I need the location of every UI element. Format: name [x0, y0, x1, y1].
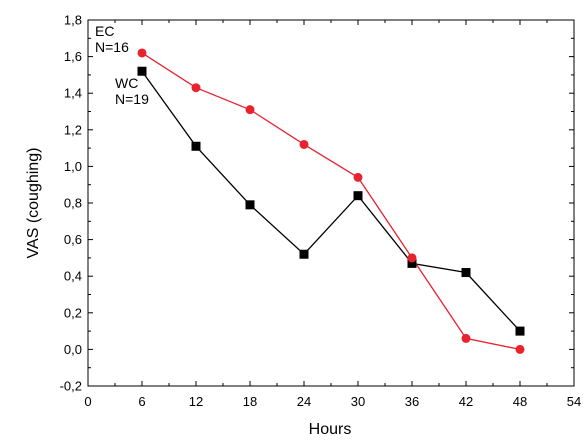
series-line-ec: [141, 52, 521, 351]
y-tick-label: 1,4: [64, 86, 82, 101]
data-point-wc: [461, 268, 471, 278]
y-tick-label: 0,4: [64, 269, 82, 284]
data-point-wc: [299, 249, 309, 259]
x-tick-label: 42: [459, 394, 473, 409]
y-tick-label: 0,2: [64, 305, 82, 320]
annotation-ec: N=16: [95, 39, 129, 55]
x-tick-label: 18: [243, 394, 257, 409]
y-tick-label: 1,6: [64, 49, 82, 64]
data-point-ec: [407, 253, 417, 263]
y-tick-label: 0,8: [64, 196, 82, 211]
data-point-ec: [515, 344, 525, 354]
annotation-ec: EC: [95, 23, 114, 39]
x-axis-title: Hours: [309, 421, 352, 438]
x-tick-label: 24: [297, 394, 311, 409]
data-point-ec: [299, 139, 309, 149]
data-point-ec: [191, 83, 201, 93]
data-point-wc: [353, 191, 363, 201]
plot-frame: [87, 19, 575, 387]
data-point-ec: [353, 172, 363, 182]
data-point-ec: [461, 333, 471, 343]
y-tick-label: 0,6: [64, 232, 82, 247]
axes-frame: [87, 19, 575, 387]
y-axis-ticks: -0,2 0,0 0,2 0,4 0,6 0,8 1,0 1,2 1,4 1,6 1,8: [60, 13, 574, 394]
x-tick-label: 0: [84, 394, 91, 409]
data-point-wc: [245, 200, 255, 210]
annotation-wc: WC: [115, 75, 138, 91]
x-axis-ticks: 0 6 12 18 24 30 36 42 48 54: [84, 20, 581, 409]
data-point-wc: [515, 326, 525, 336]
y-tick-label: 0,0: [64, 342, 82, 357]
y-axis-title: VAS (coughing): [25, 148, 42, 259]
data-point-wc: [191, 141, 201, 151]
y-tick-label: -0,2: [60, 379, 82, 394]
data-point-ec: [137, 48, 147, 58]
y-tick-label: 1,0: [64, 159, 82, 174]
x-tick-label: 12: [189, 394, 203, 409]
annotation-wc: N=19: [115, 91, 149, 107]
x-tick-label: 30: [351, 394, 365, 409]
series-lines: [141, 52, 521, 351]
series-line-wc: [141, 70, 521, 332]
data-point-wc: [137, 66, 147, 76]
annotations: ECN=16 WCN=19: [95, 23, 149, 107]
y-tick-label: 1,2: [64, 122, 82, 137]
y-tick-label: 1,8: [64, 13, 82, 28]
data-point-wc: [407, 258, 417, 268]
x-tick-label: 36: [405, 394, 419, 409]
series-markers: [137, 48, 525, 354]
x-tick-label: 54: [567, 394, 581, 409]
x-tick-label: 6: [138, 394, 145, 409]
data-point-ec: [245, 105, 255, 115]
x-tick-label: 48: [513, 394, 527, 409]
